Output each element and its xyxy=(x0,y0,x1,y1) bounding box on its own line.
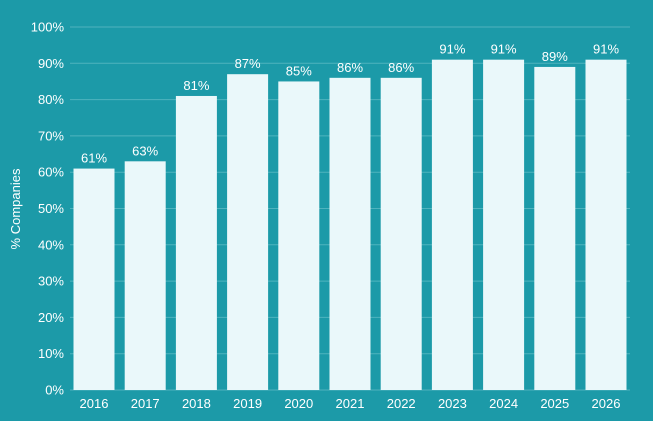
x-tick-label-2023: 2023 xyxy=(438,396,467,411)
y-tick-label: 0% xyxy=(45,383,64,398)
data-label-2024: 91% xyxy=(491,42,517,57)
bar-2019 xyxy=(227,74,269,390)
bar-2022 xyxy=(380,77,422,390)
x-tick-label-2021: 2021 xyxy=(336,396,365,411)
y-tick-label: 60% xyxy=(38,165,64,180)
x-tick-label-2026: 2026 xyxy=(592,396,621,411)
x-tick-label-2016: 2016 xyxy=(80,396,109,411)
bar-2021 xyxy=(329,77,371,390)
y-tick-label: 90% xyxy=(38,56,64,71)
x-tick-label-2024: 2024 xyxy=(489,396,518,411)
data-label-2019: 87% xyxy=(235,56,261,71)
y-axis-title: % Companies xyxy=(8,168,23,249)
bar-2018 xyxy=(175,95,217,390)
y-tick-label: 20% xyxy=(38,310,64,325)
y-tick-label: 70% xyxy=(38,128,64,143)
data-label-2022: 86% xyxy=(388,60,414,75)
x-tick-label-2018: 2018 xyxy=(182,396,211,411)
y-tick-label: 40% xyxy=(38,237,64,252)
data-label-2017: 63% xyxy=(132,143,158,158)
bar-2017 xyxy=(124,161,166,390)
bar-2016 xyxy=(73,168,115,390)
data-label-2018: 81% xyxy=(183,78,209,93)
bar-2024 xyxy=(483,59,525,391)
x-tick-label-2022: 2022 xyxy=(387,396,416,411)
y-tick-label: 50% xyxy=(38,201,64,216)
y-axis-ticks: 0% 10% 20% 30% 40% 50% 60% 70% 80% 90% 100% xyxy=(31,20,65,398)
y-tick-label: 30% xyxy=(38,274,64,289)
data-label-2023: 91% xyxy=(439,42,465,57)
data-label-2026: 91% xyxy=(593,42,619,57)
data-labels: 61% 63% 81% 87% 85% 86% 86% 91% 91% 89% 91% xyxy=(81,42,619,166)
bars xyxy=(73,59,627,391)
x-tick-label-2025: 2025 xyxy=(540,396,569,411)
data-label-2020: 85% xyxy=(286,63,312,78)
y-tick-label: 100% xyxy=(31,20,65,35)
x-tick-label-2020: 2020 xyxy=(284,396,313,411)
bar-2025 xyxy=(534,66,576,391)
data-label-2016: 61% xyxy=(81,151,107,166)
data-label-2021: 86% xyxy=(337,60,363,75)
bar-2023 xyxy=(431,59,473,391)
bar-2020 xyxy=(278,81,320,390)
x-axis-ticks: 2016 2017 2018 2019 2020 2021 2022 2023 2024 2025… xyxy=(80,396,621,411)
x-tick-label-2019: 2019 xyxy=(233,396,262,411)
y-tick-label: 80% xyxy=(38,92,64,107)
bar-2026 xyxy=(585,59,627,391)
x-tick-label-2017: 2017 xyxy=(131,396,160,411)
y-tick-label: 10% xyxy=(38,346,64,361)
data-label-2025: 89% xyxy=(542,49,568,64)
